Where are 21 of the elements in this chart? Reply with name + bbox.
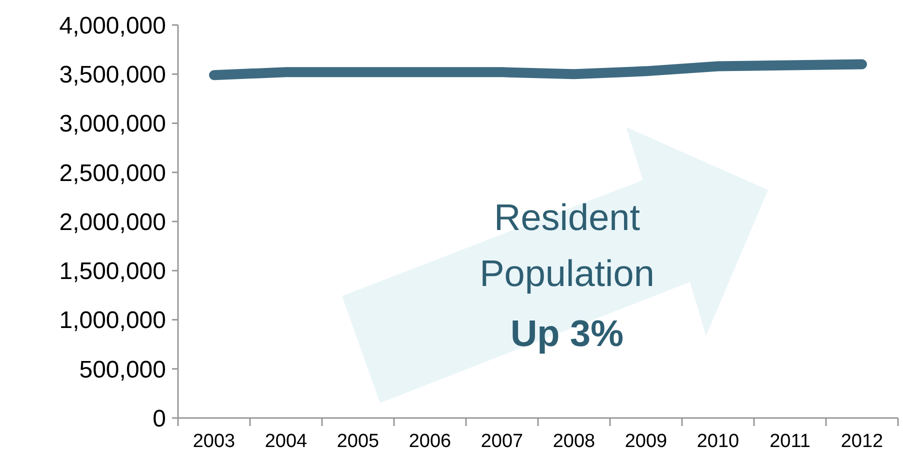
y-tick-label: 500,000 bbox=[79, 356, 166, 384]
x-tick-label: 2005 bbox=[336, 431, 380, 452]
x-tick-label: 2010 bbox=[696, 431, 740, 452]
x-tick-label: 2009 bbox=[624, 431, 668, 452]
y-tick-label: 0 bbox=[152, 405, 166, 432]
y-tick-label: 2,500,000 bbox=[59, 160, 166, 187]
y-tick-label: 3,500,000 bbox=[59, 62, 166, 89]
x-tick-label: 2007 bbox=[480, 431, 524, 452]
y-tick-label: 4,000,000 bbox=[59, 12, 166, 40]
y-tick-label: 3,000,000 bbox=[59, 110, 166, 138]
y-tick-label: 1,000,000 bbox=[59, 307, 166, 334]
annotation: Resident Population bbox=[480, 197, 654, 294]
x-tick-label: 2006 bbox=[408, 431, 452, 452]
x-tick-label: 2004 bbox=[264, 431, 308, 452]
y-tick-label: 2,000,000 bbox=[59, 208, 166, 236]
x-tick-label: 2003 bbox=[192, 431, 236, 452]
annotation: Up 3% bbox=[510, 313, 624, 354]
x-tick-label: 2008 bbox=[552, 431, 596, 452]
y-tick-label: 1,500,000 bbox=[59, 258, 166, 286]
x-tick-label: 2011 bbox=[770, 431, 810, 452]
x-tick-label: 2012 bbox=[840, 431, 884, 452]
